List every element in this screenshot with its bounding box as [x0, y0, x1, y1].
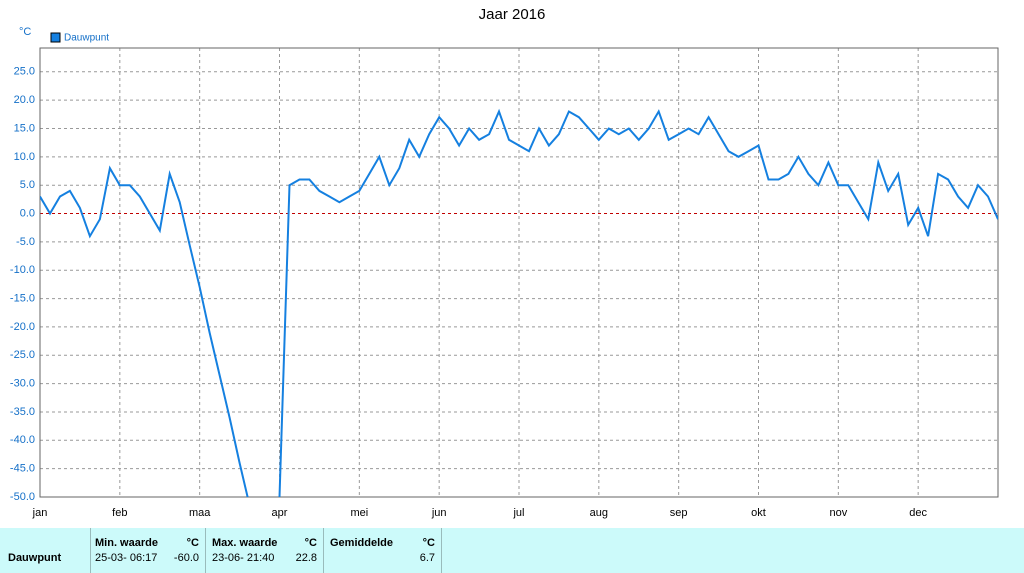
y-tick-label: 5.0	[20, 179, 35, 191]
legend-swatch	[50, 32, 61, 43]
x-tick-label: mei	[350, 507, 368, 519]
header-unit: °C	[304, 537, 317, 549]
cell: 6.7	[419, 552, 435, 564]
x-tick-label: okt	[751, 507, 766, 519]
row-label: Dauwpunt	[8, 552, 62, 564]
x-tick-label: dec	[909, 507, 927, 519]
plot-border	[39, 47, 999, 498]
header: Max. waarde	[212, 537, 278, 549]
x-tick-label: aug	[590, 507, 608, 519]
col: Max. waarde °C 23-06- 21:40 22.8	[205, 528, 323, 573]
x-tick-label: jan	[32, 507, 48, 519]
y-tick-label: -45.0	[10, 463, 35, 475]
x-tick-label: jun	[431, 507, 447, 519]
y-tick-label: -35.0	[10, 406, 35, 418]
chart: Jaar 2016 °C jan feb maa apr mei jun jul aug sep…	[10, 6, 999, 519]
cell: -60.0	[173, 552, 199, 564]
y-tick-label: -50.0	[10, 491, 35, 503]
header-unit: °C	[186, 537, 199, 549]
y-tick-label: 20.0	[14, 94, 35, 106]
y-tick-label: -40.0	[10, 434, 35, 446]
header-unit: °C	[422, 537, 435, 549]
header: Min. waarde	[95, 537, 158, 549]
chart-title: Jaar 2016	[479, 6, 546, 23]
y-tick-label: 10.0	[14, 151, 35, 163]
col	[441, 528, 1024, 573]
y-tick-label: 25.0	[14, 66, 35, 78]
header: Gemiddelde	[330, 537, 393, 549]
y-tick-label: 15.0	[14, 122, 35, 134]
y-tick-label: -5.0	[16, 236, 35, 248]
cell: 25-03- 06:17	[95, 552, 158, 564]
col: Min. waarde °C 25-03- 06:17 -60.0	[90, 528, 205, 573]
col: Gemiddelde °C 6.7	[323, 528, 441, 573]
line	[40, 108, 998, 497]
y-tick-label: 0.0	[20, 207, 35, 219]
y-tick-label: -10.0	[10, 264, 35, 276]
x-tick-label: apr	[272, 507, 288, 519]
x-tick-label: jul	[512, 507, 524, 519]
summary-table: Min. waarde °C 25-03- 06:17 -60.0 Max. w…	[0, 528, 1024, 573]
y-tick-label: -20.0	[10, 321, 35, 333]
y-tick-label: -15.0	[10, 292, 35, 304]
x-tick-label: feb	[112, 507, 127, 519]
x-tick-label: nov	[829, 507, 847, 519]
x-tick-label: sep	[670, 507, 688, 519]
unit-label: °C	[19, 26, 31, 38]
y-tick-label: -30.0	[10, 378, 35, 390]
y-tick-label: -25.0	[10, 349, 35, 361]
cell: 23-06- 21:40	[212, 552, 275, 564]
legend-label: Dauwpunt	[64, 33, 109, 44]
x-tick-label: maa	[189, 507, 211, 519]
cell: 22.8	[295, 552, 317, 564]
